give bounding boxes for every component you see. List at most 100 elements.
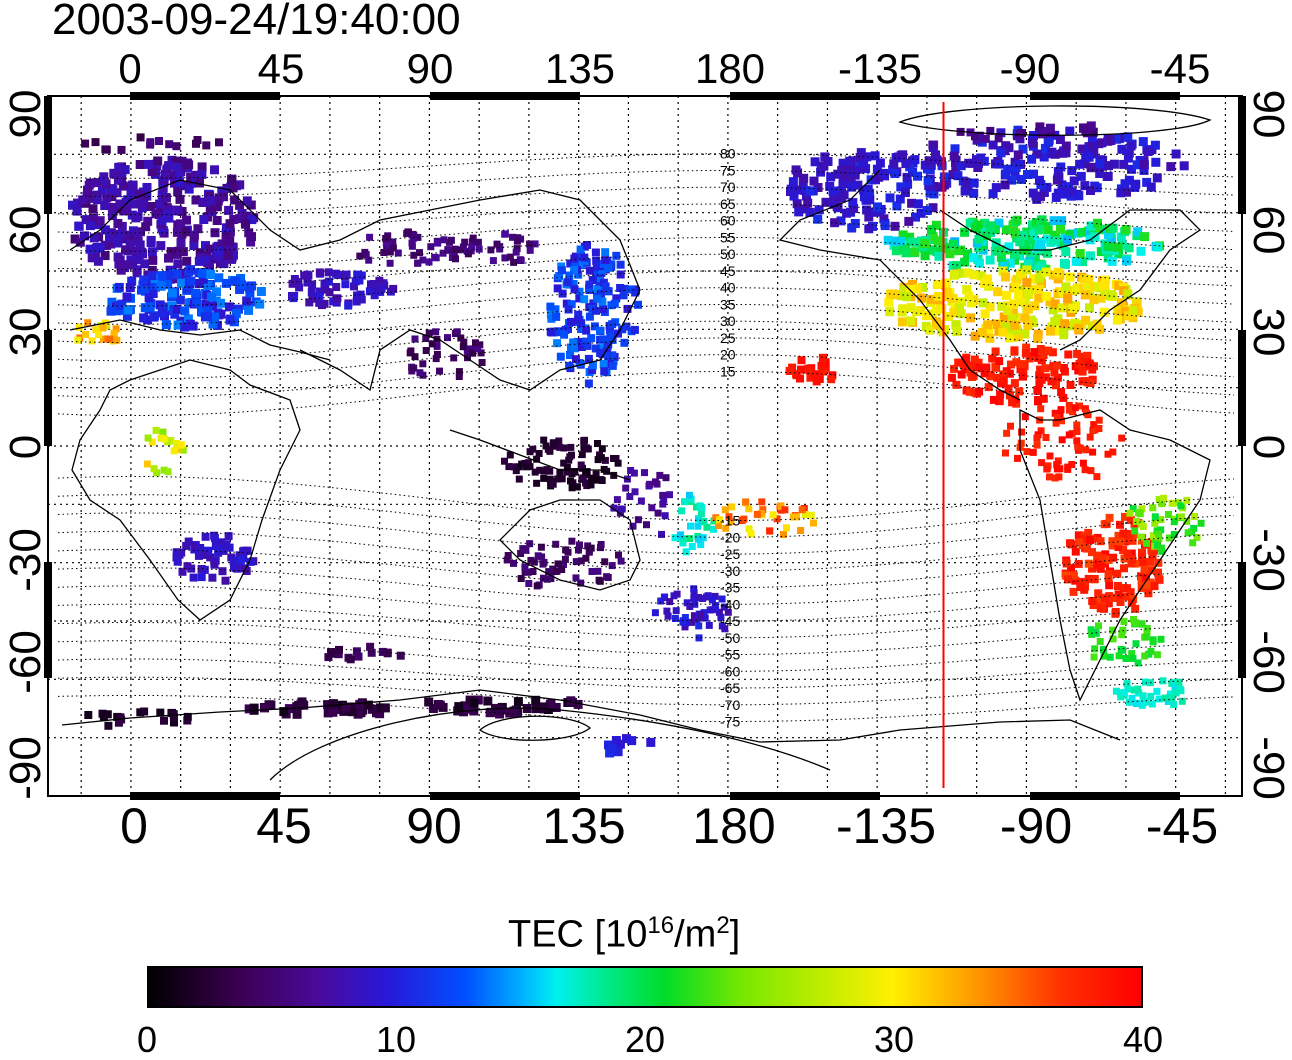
tec-sample bbox=[208, 319, 218, 329]
tec-sample bbox=[320, 279, 329, 288]
tec-sample bbox=[1141, 678, 1149, 686]
tec-sample bbox=[187, 178, 196, 188]
tec-sample bbox=[300, 271, 309, 280]
tec-sample bbox=[1020, 313, 1030, 323]
tec-sample bbox=[1137, 533, 1145, 541]
tec-sample bbox=[1056, 224, 1065, 234]
tec-sample bbox=[600, 367, 609, 376]
tec-sample bbox=[797, 527, 805, 534]
tec-sample bbox=[1137, 576, 1146, 584]
tec-sample bbox=[315, 268, 324, 277]
tec-sample bbox=[1147, 647, 1155, 655]
tec-sample bbox=[969, 372, 978, 381]
contour-label: 30 bbox=[720, 313, 736, 329]
tec-sample bbox=[567, 343, 575, 352]
tec-sample bbox=[157, 215, 167, 225]
tec-sample bbox=[308, 280, 317, 289]
tec-sample bbox=[106, 335, 114, 343]
tec-sample bbox=[176, 238, 186, 248]
tec-sample bbox=[569, 338, 578, 347]
tec-sample bbox=[758, 498, 766, 506]
tec-sample bbox=[711, 602, 719, 609]
tec-sample bbox=[1127, 559, 1136, 568]
tec-sample bbox=[422, 335, 430, 342]
contour-line bbox=[57, 270, 1235, 307]
tec-sample bbox=[1193, 534, 1201, 541]
tec-sample bbox=[1131, 179, 1141, 189]
tec-sample bbox=[596, 274, 605, 283]
tec-sample bbox=[902, 292, 912, 301]
tec-sample bbox=[948, 239, 958, 249]
tec-sample bbox=[169, 713, 178, 722]
tec-sample bbox=[960, 257, 970, 267]
tec-sample bbox=[934, 251, 944, 261]
tec-sample bbox=[205, 244, 215, 254]
tec-sample bbox=[1092, 319, 1102, 329]
tec-sample bbox=[1086, 221, 1096, 231]
contour-line bbox=[57, 287, 1235, 325]
tec-sample bbox=[353, 270, 362, 279]
tec-sample bbox=[975, 387, 984, 396]
tec-sample bbox=[631, 488, 639, 496]
tec-sample bbox=[247, 215, 257, 225]
tec-sample bbox=[908, 279, 917, 289]
tec-sample bbox=[620, 338, 629, 347]
tec-sample bbox=[91, 138, 100, 147]
tec-sample bbox=[1063, 235, 1072, 245]
tec-sample bbox=[219, 192, 228, 202]
tec-sample bbox=[617, 505, 625, 513]
tec-sample bbox=[92, 178, 102, 188]
tec-sample bbox=[1132, 640, 1140, 648]
tec-sample bbox=[646, 737, 656, 747]
tec-sample bbox=[1051, 409, 1059, 417]
tec-sample bbox=[1151, 519, 1159, 527]
tec-sample bbox=[745, 505, 753, 513]
tec-sample bbox=[603, 467, 611, 475]
tec-sample bbox=[1021, 413, 1029, 421]
tec-sample bbox=[1012, 399, 1021, 408]
tec-sample bbox=[906, 316, 916, 326]
tec-sample bbox=[1140, 699, 1148, 707]
tec-sample bbox=[836, 216, 846, 226]
tec-sample bbox=[113, 175, 123, 185]
tec-sample bbox=[1064, 350, 1073, 359]
tec-sample bbox=[148, 438, 156, 446]
tec-sample bbox=[355, 699, 365, 709]
tec-sample bbox=[142, 183, 152, 192]
tec-sample bbox=[459, 243, 467, 251]
contour-label: -50 bbox=[720, 630, 740, 646]
tec-sample bbox=[591, 344, 600, 353]
tec-sample bbox=[1030, 274, 1040, 284]
tec-sample bbox=[957, 370, 966, 379]
tec-sample bbox=[197, 268, 207, 278]
tec-sample bbox=[218, 567, 227, 576]
tec-sample bbox=[172, 249, 182, 259]
tec-sample bbox=[194, 279, 204, 288]
tec-sample bbox=[566, 259, 575, 268]
tec-sample bbox=[565, 361, 574, 370]
tec-sample bbox=[951, 320, 961, 330]
tec-sample bbox=[1175, 678, 1183, 686]
tec-sample bbox=[303, 278, 312, 287]
tec-sample bbox=[1120, 554, 1129, 563]
tec-sample bbox=[715, 608, 723, 616]
contour-label: -70 bbox=[720, 697, 740, 713]
tec-sample bbox=[671, 615, 679, 622]
contour-line bbox=[57, 658, 1235, 689]
tec-sample bbox=[1077, 227, 1087, 237]
tec-sample bbox=[411, 353, 419, 361]
tec-sample bbox=[366, 642, 375, 651]
tec-sample bbox=[981, 134, 990, 143]
tec-sample bbox=[988, 140, 998, 150]
tec-sample bbox=[244, 305, 254, 315]
tec-sample bbox=[793, 513, 801, 521]
tec-sample bbox=[201, 532, 210, 541]
tec-sample bbox=[560, 560, 567, 568]
tec-sample bbox=[1001, 169, 1011, 179]
tec-sample bbox=[1122, 592, 1130, 601]
tec-sample bbox=[612, 294, 621, 303]
tec-sample bbox=[1076, 171, 1086, 181]
tec-sample bbox=[121, 205, 131, 215]
tec-sample bbox=[237, 209, 247, 218]
tec-sample bbox=[994, 159, 1004, 169]
